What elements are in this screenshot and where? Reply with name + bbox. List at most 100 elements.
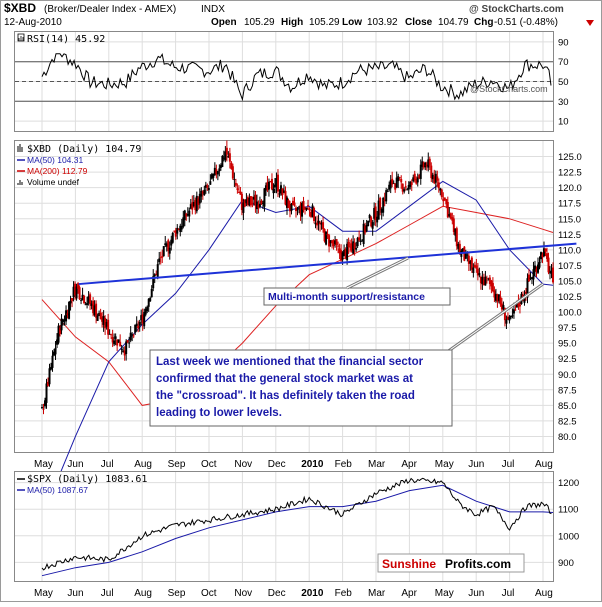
price-candle-body: [380, 208, 383, 213]
price-candle-body: [549, 272, 552, 274]
price-candle-body: [165, 243, 168, 247]
price-candle-body: [334, 240, 337, 245]
price-candle-body: [278, 193, 281, 195]
tick-label: 102.5: [558, 292, 582, 303]
price-candle-body: [469, 261, 472, 264]
month-label: May: [34, 459, 53, 470]
price-candle-body: [439, 188, 442, 191]
price-candle-body: [96, 315, 99, 321]
price-candle-body: [72, 286, 75, 298]
price-candle-body: [194, 200, 197, 211]
price-candle-body: [370, 217, 373, 227]
price-candle-body: [503, 308, 506, 321]
price-candle-body: [267, 181, 270, 190]
month-label: Mar: [368, 459, 386, 470]
price-candle-body: [180, 226, 183, 230]
price-candle-body: [454, 228, 457, 236]
price-x-axis: May Jun Jul Aug Sep Oct Nov Dec 2010 Feb Mar Apr May…: [34, 459, 553, 470]
month-label: 2010: [301, 588, 324, 599]
price-candle-body: [107, 319, 110, 335]
rsi-axis: 10 30 50 70 90: [558, 37, 569, 127]
close-label: Close: [405, 17, 433, 28]
price-candle-body: [266, 182, 269, 191]
price-candle-body: [398, 177, 401, 178]
price-candle-body: [230, 162, 233, 170]
price-candle-body: [104, 318, 107, 329]
tick-label: 80.0: [558, 432, 577, 443]
price-candle-body: [191, 202, 194, 210]
open-label: Open: [211, 17, 237, 28]
rsi-bars-icon: [17, 33, 25, 42]
price-candle-body: [152, 276, 155, 289]
price-candle-body: [113, 340, 116, 345]
price-candle-body: [386, 190, 389, 192]
price-candle-body: [427, 159, 430, 168]
price-candle-body: [335, 239, 338, 245]
price-bars-icon: [17, 144, 23, 152]
price-bars: [41, 140, 555, 415]
price-candle-body: [490, 280, 493, 287]
price-candle-body: [50, 367, 53, 370]
header-description: (Broker/Dealer Index - AMEX): [44, 4, 176, 15]
branding-profits: Profits.com: [445, 557, 511, 571]
month-label: Apr: [401, 459, 417, 470]
price-candle-body: [442, 199, 445, 202]
legend-label: $XBD (Daily) 104.79: [27, 144, 141, 155]
price-candle-body: [400, 178, 403, 183]
chg-value: -0.51 (-0.48%): [494, 17, 558, 28]
price-candle-body: [233, 179, 236, 181]
price-candle-body: [78, 287, 81, 300]
price-candle-body: [92, 300, 95, 314]
price-candle-body: [296, 208, 299, 210]
month-label: Sep: [168, 588, 186, 599]
price-candle-body: [523, 295, 526, 303]
price-candle-body: [413, 173, 416, 180]
month-label: Dec: [268, 459, 286, 470]
price-candle-body: [66, 313, 69, 316]
header-symbol: $XBD: [4, 1, 36, 15]
price-candle-body: [479, 276, 482, 284]
price-candle-body: [221, 156, 224, 167]
price-candle-body: [314, 222, 317, 225]
month-label: Sep: [168, 459, 186, 470]
price-candle-body: [323, 229, 326, 242]
chg-label: Chg: [474, 17, 493, 28]
price-candle-body: [445, 199, 448, 205]
price-candle-body: [374, 206, 377, 221]
price-candle-body: [90, 303, 93, 306]
spx-x-axis: May Jun Jul Aug Sep Oct Nov Dec 2010 Feb Mar Apr May…: [34, 588, 553, 599]
price-candle-body: [425, 164, 428, 167]
price-candle-body: [117, 339, 120, 343]
price-candle-body: [287, 200, 290, 209]
price-candle-body: [350, 243, 353, 251]
price-candle-body: [290, 203, 293, 211]
price-candle-body: [131, 334, 134, 336]
price-candle-body: [409, 181, 412, 187]
price-candle-body: [231, 166, 234, 179]
price-candle-body: [301, 202, 304, 217]
price-candle-body: [260, 200, 263, 204]
price-candle-body: [430, 165, 433, 179]
price-candle-body: [329, 240, 332, 244]
price-candle-body: [466, 254, 469, 256]
price-candle-body: [293, 202, 296, 206]
month-label: Feb: [335, 588, 353, 599]
price-candle-body: [352, 241, 355, 254]
price-candle-body: [114, 336, 117, 339]
price-candle-body: [227, 156, 230, 158]
price-candle-body: [407, 184, 410, 190]
price-candle-body: [376, 216, 379, 223]
price-candle-body: [539, 252, 542, 260]
high-value: 105.29: [309, 17, 340, 28]
price-candle-body: [71, 298, 74, 301]
price-candle-body: [257, 204, 260, 208]
price-candle-body: [340, 250, 343, 261]
price-candle-body: [349, 246, 352, 248]
price-candle-body: [210, 174, 213, 179]
price-candle-body: [57, 325, 60, 343]
price-candle-body: [252, 196, 255, 200]
tick-label: 1000: [558, 531, 579, 542]
price-candle-body: [159, 257, 162, 259]
price-candle-body: [254, 194, 257, 206]
